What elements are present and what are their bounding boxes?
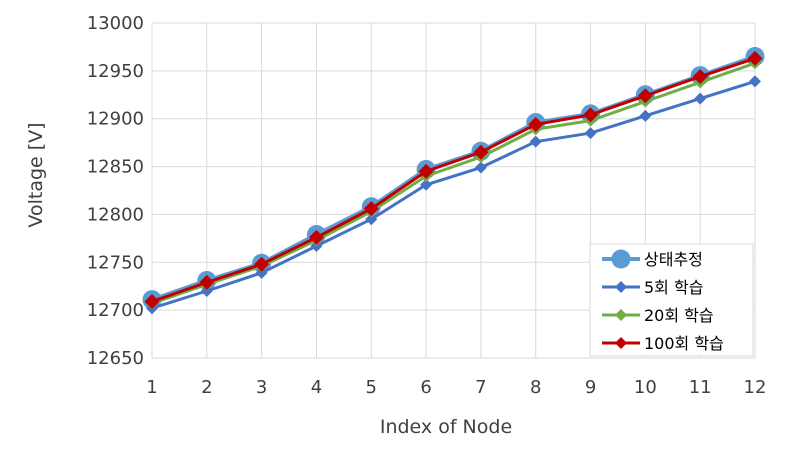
series-2-point: [420, 178, 433, 191]
legend-item: 100회 학습: [602, 334, 724, 353]
x-tick-label: 8: [530, 377, 541, 398]
x-axis-ticks: 1 2 3 4 5 6 7 8 9 10 11 12: [146, 377, 766, 398]
series-4: [144, 50, 763, 310]
plot-series: [142, 47, 765, 315]
y-tick-label: 12850: [87, 157, 144, 178]
legend-label: 상태추정: [644, 250, 703, 269]
x-tick-label: 4: [311, 377, 322, 398]
legend: 상태추정 5회 학습 20회 학습 100회 학습: [589, 243, 754, 357]
y-tick-label: 12800: [87, 204, 144, 225]
legend-item: 5회 학습: [602, 278, 703, 297]
series-2-line: [151, 79, 756, 310]
x-tick-label: 11: [689, 377, 712, 398]
legend-item: 상태추정: [602, 249, 703, 269]
series-2-point: [529, 135, 542, 148]
legend-label: 100회 학습: [644, 334, 724, 353]
series-4-point: [199, 274, 215, 290]
series-2-point: [474, 161, 487, 174]
y-tick-label: 12700: [87, 300, 144, 321]
series-2-point: [200, 285, 213, 297]
series-4-point: [308, 229, 324, 245]
series-4-line: [151, 56, 756, 303]
series-2-point: [694, 92, 707, 105]
series-4-point: [583, 107, 599, 123]
x-axis-title: Index of Node: [380, 416, 512, 438]
x-tick-label: 9: [585, 377, 596, 398]
legend-label: 5회 학습: [644, 278, 703, 297]
legend-marker: [615, 309, 627, 321]
series-4-point: [637, 88, 653, 104]
y-axis-ticks: 12650 12700 12750 12800 12850 12900 12950 13000: [87, 13, 144, 369]
y-tick-label: 12650: [87, 348, 144, 369]
series-2-point: [639, 109, 652, 122]
y-tick-label: 13000: [87, 13, 144, 34]
x-tick-label: 12: [744, 377, 767, 398]
series-4-point: [473, 144, 489, 160]
y-tick-label: 12900: [87, 109, 144, 130]
y-axis-title: Voltage [V]: [25, 122, 47, 227]
x-tick-label: 6: [420, 377, 431, 398]
legend-label: 20회 학습: [644, 306, 714, 325]
series-2-point: [584, 127, 597, 140]
legend-marker: [611, 249, 631, 269]
series-4-point: [692, 69, 708, 85]
x-tick-label: 7: [475, 377, 486, 398]
series-2-point: [255, 266, 268, 279]
y-tick-label: 12950: [87, 61, 144, 82]
x-tick-label: 5: [366, 377, 377, 398]
series-2-point: [365, 213, 378, 226]
legend-marker: [615, 281, 627, 293]
x-tick-label: 1: [146, 377, 157, 398]
x-tick-label: 3: [256, 377, 267, 398]
series-2-point: [749, 75, 761, 88]
series-4-point: [363, 201, 379, 217]
legend-marker: [615, 337, 627, 349]
series-4-point: [528, 116, 544, 132]
series-4-point: [747, 50, 763, 66]
series-4-point: [144, 294, 160, 310]
y-tick-label: 12750: [87, 252, 144, 273]
series-4-point: [418, 163, 434, 179]
series-4-point: [254, 256, 270, 272]
x-tick-label: 2: [201, 377, 212, 398]
series-3-line: [151, 61, 756, 305]
x-tick-label: 10: [634, 377, 657, 398]
legend-item: 20회 학습: [602, 306, 714, 325]
